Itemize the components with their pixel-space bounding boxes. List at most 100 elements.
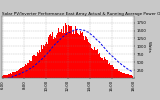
Bar: [117, 69, 118, 78]
Bar: [118, 71, 119, 78]
Bar: [7, 75, 8, 78]
Bar: [129, 75, 130, 78]
Bar: [30, 61, 31, 78]
Bar: [37, 52, 38, 78]
Bar: [73, 31, 74, 78]
Bar: [51, 36, 52, 78]
Bar: [55, 38, 56, 78]
Bar: [32, 56, 33, 78]
Bar: [5, 75, 6, 78]
Bar: [74, 34, 75, 78]
Text: Solar PV/Inverter Performance East Array Actual & Running Average Power Output: Solar PV/Inverter Performance East Array…: [2, 12, 160, 16]
Bar: [91, 48, 92, 78]
Bar: [10, 73, 11, 78]
Bar: [94, 47, 95, 78]
Bar: [38, 53, 39, 78]
Bar: [108, 64, 109, 78]
Bar: [64, 33, 65, 78]
Bar: [59, 32, 60, 78]
Bar: [96, 50, 97, 78]
Bar: [13, 72, 14, 78]
Bar: [131, 75, 132, 78]
Bar: [8, 74, 9, 78]
Bar: [2, 76, 3, 78]
Bar: [17, 70, 18, 78]
Bar: [15, 72, 16, 78]
Bar: [122, 73, 123, 78]
Bar: [60, 32, 61, 78]
Bar: [66, 25, 67, 78]
Bar: [54, 37, 55, 78]
Bar: [4, 75, 5, 78]
Bar: [23, 67, 24, 78]
Bar: [95, 50, 96, 78]
Bar: [71, 26, 72, 78]
Bar: [118, 69, 119, 78]
Bar: [11, 74, 12, 78]
Bar: [19, 69, 20, 78]
Bar: [100, 57, 101, 78]
Bar: [93, 50, 94, 78]
Bar: [31, 61, 32, 78]
Bar: [127, 74, 128, 78]
Bar: [81, 33, 82, 78]
Bar: [29, 60, 30, 78]
Bar: [42, 49, 43, 78]
Bar: [82, 32, 83, 78]
Bar: [36, 56, 37, 78]
Bar: [86, 37, 87, 78]
Bar: [116, 69, 117, 78]
Bar: [68, 25, 69, 78]
Bar: [99, 53, 100, 78]
Bar: [65, 23, 66, 78]
Bar: [14, 72, 15, 78]
Bar: [113, 67, 114, 78]
Bar: [27, 63, 28, 78]
Bar: [75, 26, 76, 78]
Bar: [112, 65, 113, 78]
Bar: [80, 32, 81, 78]
Bar: [35, 56, 36, 78]
Bar: [56, 35, 57, 78]
Bar: [97, 49, 98, 78]
Bar: [121, 72, 122, 78]
Bar: [104, 57, 105, 78]
Bar: [126, 74, 127, 78]
Bar: [114, 68, 115, 78]
Bar: [37, 52, 38, 78]
Bar: [3, 75, 4, 78]
Bar: [50, 34, 51, 78]
Bar: [20, 68, 21, 78]
Bar: [67, 32, 68, 78]
Bar: [39, 50, 40, 78]
Bar: [120, 72, 121, 78]
Bar: [49, 35, 50, 78]
Bar: [115, 69, 116, 78]
Bar: [130, 75, 131, 78]
Bar: [128, 74, 129, 78]
Bar: [107, 60, 108, 78]
Bar: [33, 55, 34, 78]
Y-axis label: Watts: Watts: [147, 41, 151, 53]
Bar: [83, 36, 84, 78]
Bar: [24, 66, 25, 78]
Bar: [61, 29, 62, 78]
Bar: [70, 26, 71, 78]
Bar: [98, 54, 99, 78]
Bar: [105, 59, 106, 78]
Bar: [106, 60, 107, 78]
Bar: [45, 44, 46, 78]
Bar: [101, 58, 102, 78]
Bar: [40, 52, 41, 78]
Bar: [78, 34, 79, 78]
Bar: [84, 40, 85, 78]
Bar: [28, 63, 29, 78]
Bar: [6, 75, 7, 78]
Bar: [62, 33, 63, 78]
Bar: [85, 36, 86, 78]
Bar: [123, 73, 124, 78]
Bar: [25, 64, 26, 78]
Bar: [87, 39, 88, 78]
Bar: [102, 58, 103, 78]
Bar: [58, 28, 59, 78]
